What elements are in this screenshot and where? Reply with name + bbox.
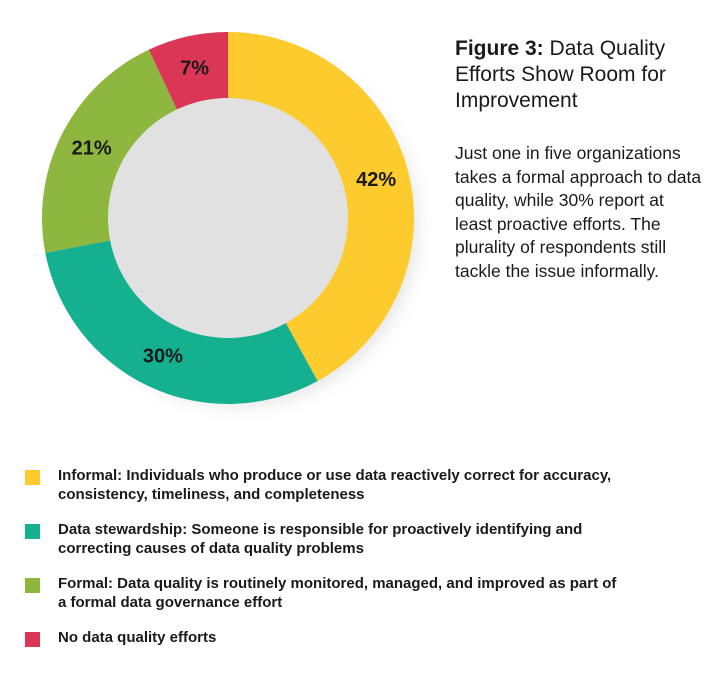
donut-slices bbox=[41, 32, 414, 404]
legend-item-formal: Formal: Data quality is routinely monito… bbox=[25, 574, 705, 612]
legend-swatch-formal bbox=[25, 578, 40, 593]
legend-label-informal: Informal: Individuals who produce or use… bbox=[58, 467, 612, 503]
legend-label-data-stewardship: Data stewardship: Someone is responsible… bbox=[58, 521, 583, 557]
figure-title-text: Data Quality Efforts Show Room for Impro… bbox=[455, 37, 666, 112]
legend: Informal: Individuals who produce or use… bbox=[25, 466, 705, 663]
legend-swatch-data-stewardship bbox=[25, 524, 40, 539]
figure-title: Figure 3: Data Quality Efforts Show Room… bbox=[455, 36, 705, 114]
legend-swatch-informal bbox=[25, 470, 40, 485]
slice-label-formal: 21% bbox=[72, 138, 112, 160]
legend-label-formal: Formal: Data quality is routinely monito… bbox=[58, 575, 617, 611]
legend-label-no-efforts: No data quality efforts bbox=[58, 629, 217, 646]
donut-slice-no-efforts bbox=[148, 32, 228, 110]
slice-label-informal: 42% bbox=[356, 169, 396, 191]
figure-number: Figure 3: bbox=[455, 37, 544, 60]
figure-description: Just one in five organizations takes a f… bbox=[455, 143, 702, 281]
donut-slice-data-stewardship bbox=[45, 240, 318, 404]
legend-swatch-no-efforts bbox=[25, 632, 40, 647]
donut-labels: 42% 30% 21% 7% bbox=[72, 58, 397, 368]
slice-label-data-stewardship: 30% bbox=[143, 345, 183, 367]
legend-item-data-stewardship: Data stewardship: Someone is responsible… bbox=[25, 520, 705, 558]
donut-slice-formal bbox=[41, 49, 177, 253]
slice-label-no-efforts: 7% bbox=[180, 58, 209, 80]
legend-item-informal: Informal: Individuals who produce or use… bbox=[25, 466, 705, 504]
donut-chart: 42% 30% 21% 7% bbox=[41, 32, 416, 404]
donut-slice-informal bbox=[228, 32, 414, 381]
legend-item-no-efforts: No data quality efforts bbox=[25, 628, 705, 647]
